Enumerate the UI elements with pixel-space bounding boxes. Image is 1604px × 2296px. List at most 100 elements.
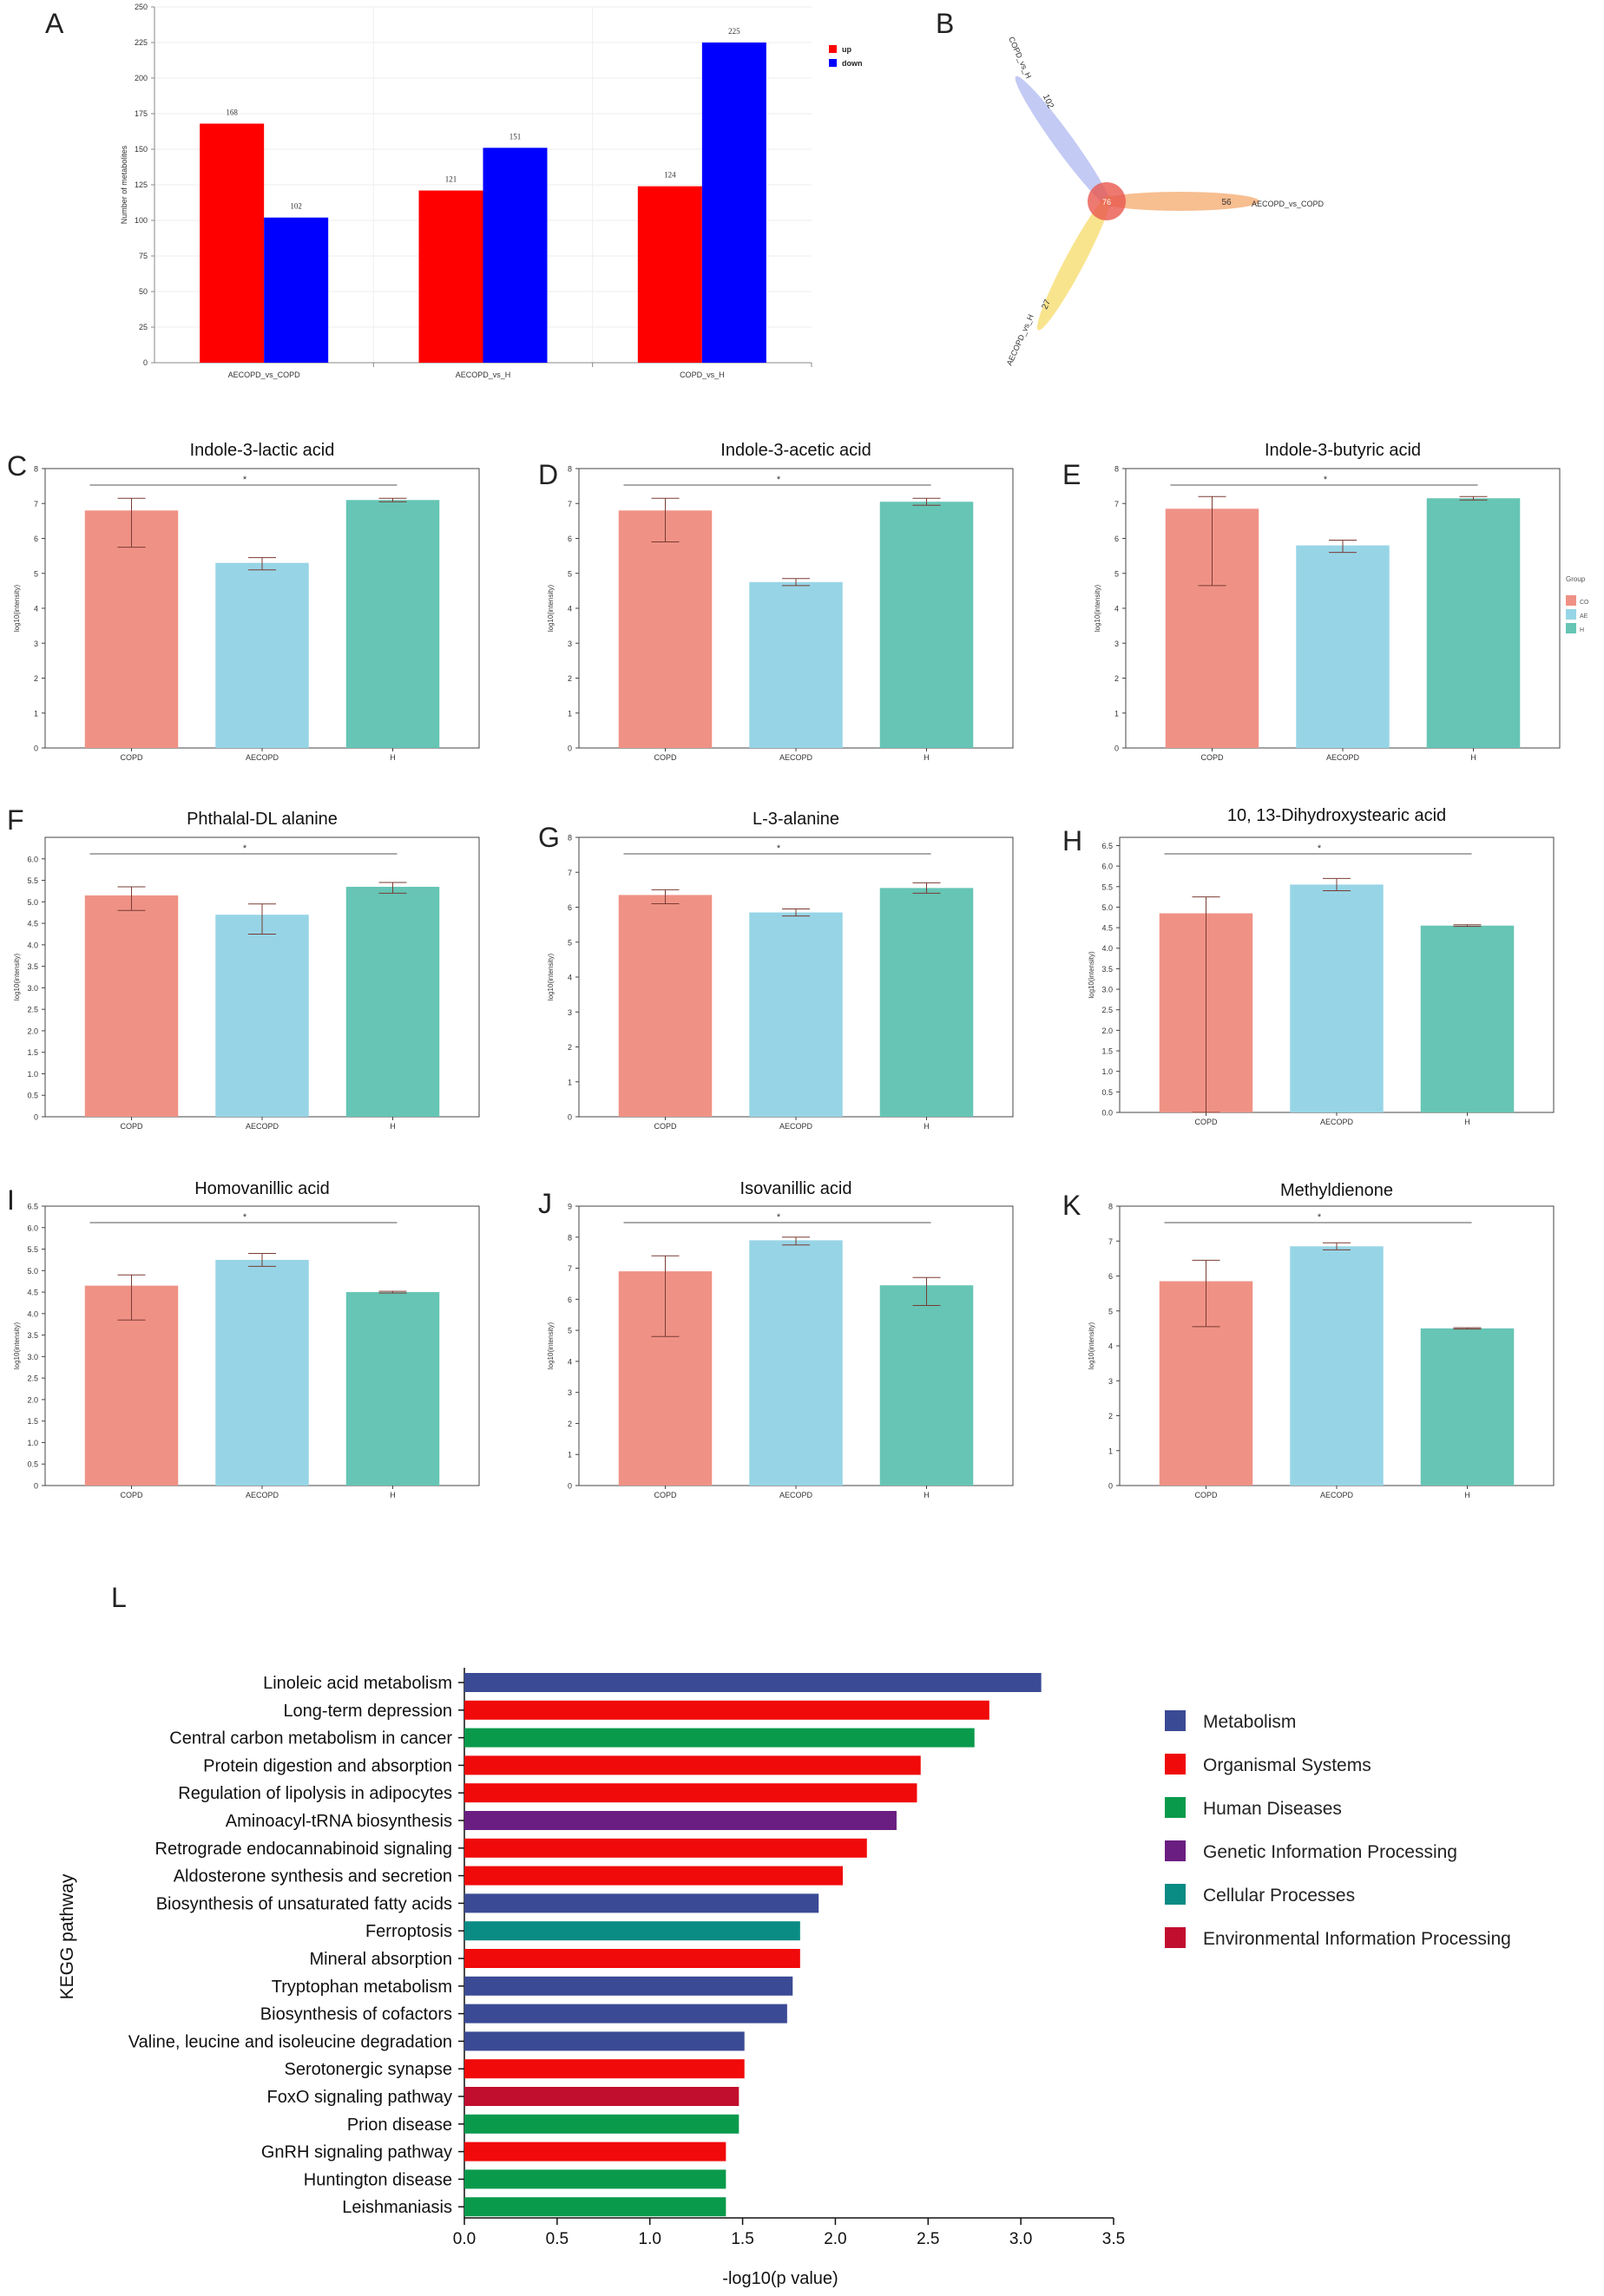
pathway-label: Aminoacyl-tRNA biosynthesis [226, 1812, 452, 1831]
y-tick-label: 5.5 [27, 876, 38, 885]
x-tick-label: 3.5 [1102, 2230, 1125, 2248]
y-tick-label: 5 [568, 1327, 572, 1335]
y-tick-label: 7 [568, 869, 572, 877]
legend-label: H [1580, 627, 1584, 633]
legend-swatch-down [829, 59, 837, 67]
x-tick-label: COPD [1200, 753, 1224, 762]
panel-letter-k: K [1062, 1190, 1081, 1221]
y-tick-label: 0.5 [1101, 1088, 1113, 1097]
y-axis-label: log10(intensity) [13, 954, 21, 1001]
y-tick-label: 3 [1114, 640, 1119, 648]
pathway-bar [464, 1893, 819, 1913]
pathway-bar [464, 1783, 917, 1803]
y-tick-label: 4.0 [1101, 944, 1113, 953]
venn-set-label: AECOPD_vs_H [1005, 313, 1035, 367]
y-tick-label: 4 [1114, 605, 1119, 613]
legend-swatch [1165, 1797, 1186, 1818]
legend-swatch [1566, 595, 1576, 606]
y-tick-label: 175 [135, 109, 148, 118]
panel-letter-e: E [1062, 459, 1081, 490]
y-tick-label: 0 [568, 1482, 572, 1491]
bar-chart-j: Isovanillic acid 0 1 2 3 4 5 6 7 8 9 log10(intensit… [547, 1179, 1014, 1499]
y-tick-label: 6 [1108, 1272, 1113, 1281]
y-tick-label: 5 [34, 569, 38, 578]
y-tick-label: 4.5 [1101, 924, 1113, 933]
y-tick-label: 2 [568, 1420, 572, 1428]
significance-mark: * [777, 475, 781, 485]
panels-c-to-k-bar-charts: Indole-3-lactic acid 0 1 2 3 4 5 6 7 8 log10(inten… [13, 441, 1589, 1499]
bar-aecopd [215, 562, 309, 748]
x-tick-label: H [1470, 753, 1476, 762]
x-tick-label: AECOPD_vs_COPD [228, 371, 301, 379]
pathway-label: FoxO signaling pathway [267, 2088, 452, 2107]
pathway-bar [464, 2004, 787, 2024]
y-tick-label: 1.5 [1101, 1047, 1113, 1056]
y-tick-label: 8 [1108, 1203, 1113, 1211]
x-tick-label: H [1464, 1491, 1470, 1499]
x-tick-label: 1.0 [639, 2230, 661, 2248]
y-tick-label: 2.0 [27, 1395, 38, 1404]
y-tick-label: 2.5 [27, 1006, 38, 1014]
y-tick-label: 6.5 [27, 1203, 38, 1211]
x-tick-label: H [390, 1122, 396, 1131]
y-tick-label: 6.0 [1101, 863, 1113, 871]
y-tick-label: 9 [568, 1203, 572, 1211]
x-tick-label: H [390, 753, 396, 762]
bar-h [345, 500, 440, 748]
bar-h [879, 502, 974, 748]
significance-mark: * [243, 475, 247, 485]
y-tick-label: 4 [568, 605, 572, 613]
venn-petal [1015, 75, 1112, 207]
x-tick-label: COPD [654, 753, 677, 762]
pathway-bar [464, 2031, 745, 2051]
data-label: 225 [728, 27, 740, 36]
x-tick-label: AECOPD [246, 753, 279, 762]
y-tick-label: 7 [1108, 1237, 1113, 1246]
panel-letter-c: C [7, 450, 27, 482]
bar-aecopd [215, 1259, 309, 1486]
y-tick-label: 7 [568, 500, 572, 508]
y-tick-label: 1.5 [27, 1048, 38, 1057]
x-tick-label: COPD [120, 1122, 143, 1131]
panel-letter-a: A [45, 8, 64, 39]
panel-letters: A B C D E F G H I J K L [7, 8, 1082, 1613]
legend-label: Genetic Information Processing [1203, 1842, 1457, 1862]
pathway-label: GnRH signaling pathway [261, 2143, 452, 2162]
y-tick-label: 3 [568, 1388, 572, 1397]
y-axis-label: log10(intensity) [1088, 1322, 1095, 1370]
y-tick-label: 6.0 [27, 1223, 38, 1232]
bar-h [345, 886, 440, 1117]
y-tick-label: 1 [568, 709, 572, 718]
x-tick-label: COPD [1194, 1118, 1218, 1126]
significance-mark: * [243, 843, 247, 854]
pathway-bar [464, 1673, 1042, 1692]
y-tick-label: 25 [139, 323, 148, 331]
y-tick-label: 200 [135, 74, 148, 82]
pathway-label: Ferroptosis [365, 1922, 452, 1941]
pathway-label: Biosynthesis of cofactors [260, 2005, 452, 2024]
y-tick-label: 4.5 [27, 1289, 38, 1297]
bar-aecopd [749, 912, 843, 1117]
y-tick-label: 3.5 [27, 1331, 38, 1340]
legend-label-up: up [842, 45, 851, 54]
y-tick-label: 225 [135, 38, 148, 47]
y-tick-label: 3.5 [1101, 965, 1113, 974]
x-tick-label: COPD [654, 1122, 677, 1131]
panel-letter-f: F [7, 804, 24, 836]
y-tick-label: 6.5 [1101, 842, 1113, 850]
x-tick-label: 0.5 [546, 2230, 569, 2248]
chart-title: Phthalal-DL alanine [187, 810, 338, 829]
y-tick-label: 2.0 [1101, 1027, 1113, 1035]
y-tick-label: 1 [1108, 1446, 1113, 1455]
bar-h [1420, 1328, 1515, 1486]
x-tick-label: COPD_vs_H [680, 371, 725, 379]
bar-h [1420, 925, 1515, 1112]
legend-label: Organismal Systems [1203, 1755, 1371, 1775]
pathway-label: Central carbon metabolism in cancer [169, 1729, 452, 1748]
bar-aecopd [749, 581, 843, 748]
x-tick-label: AECOPD [779, 753, 813, 762]
y-tick-label: 0.5 [27, 1092, 38, 1100]
y-tick-label: 1 [568, 1078, 572, 1086]
y-tick-label: 2 [34, 674, 38, 683]
